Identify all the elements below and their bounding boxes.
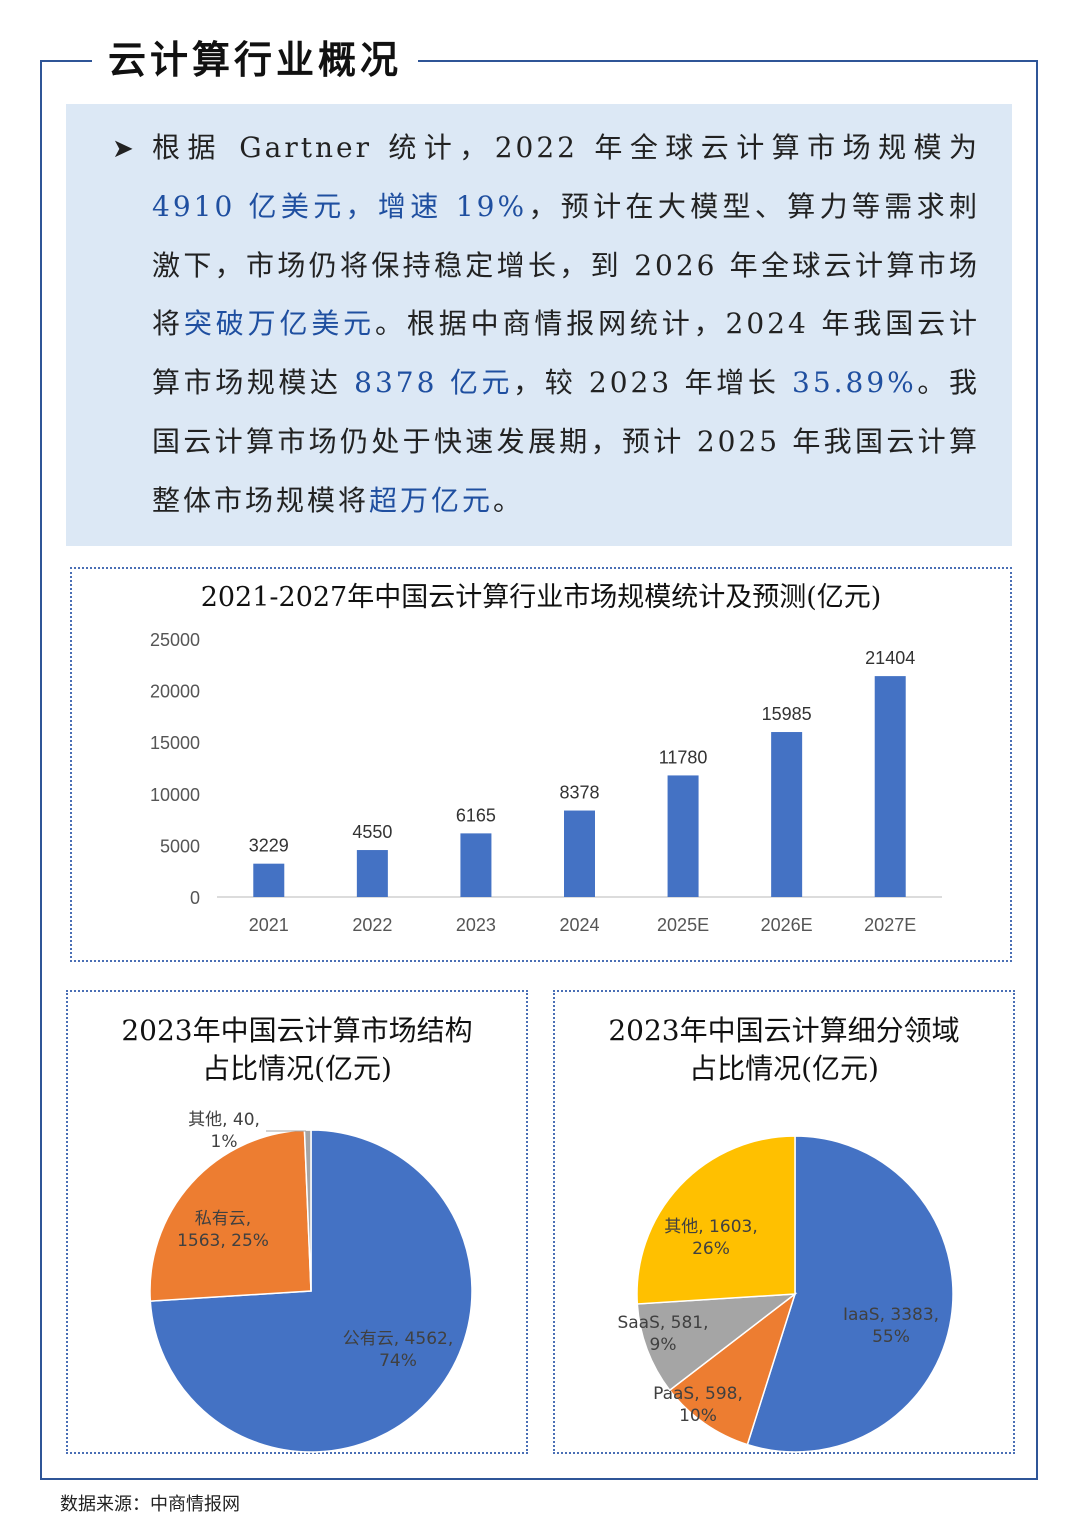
intro-text-segment: 。根据中商情报网统计，2024 年我国云计算市场规模达 — [152, 307, 980, 400]
pie-slice — [636, 1293, 798, 1392]
pie-chart-segment-title-line2: 占比情况(亿元) — [689, 1052, 879, 1085]
intro-highlight: 超万亿元 — [369, 483, 494, 517]
intro-box — [66, 104, 1012, 546]
pie-data-label: 1563, 25% — [177, 1231, 269, 1251]
y-tick-label: 20000 — [150, 682, 200, 702]
x-tick-label: 2021 — [249, 915, 289, 935]
pie-data-label: 26% — [692, 1239, 730, 1259]
bar-data-label: 21404 — [865, 648, 915, 668]
pie-slice — [636, 1135, 796, 1305]
pie-data-label: 74% — [379, 1351, 417, 1371]
y-tick-label: 0 — [190, 888, 200, 908]
x-tick-label: 2027E — [864, 915, 916, 935]
pie-slice — [746, 1135, 954, 1453]
intro-text-segment: 根据 Gartner 统计，2022 年全球云计算市场规模为 — [152, 131, 980, 164]
intro-highlight: 35.89% — [792, 366, 917, 400]
bar-data-label: 6165 — [456, 805, 496, 825]
intro-text-segment: 。我国云计算市场仍处于快速发展期，预计 2025 年我国云计算整体市场规模将 — [152, 366, 980, 517]
heading-wrap: 云计算行业概况 — [92, 34, 419, 86]
intro-text-segment: ，预计在大模型、算力等需求刺激下，市场仍将保持稳定增长，到 2026 年全球云计… — [152, 189, 980, 341]
bar-data-label: 4550 — [352, 822, 392, 842]
y-tick-label: 5000 — [160, 836, 200, 856]
intro-text-segment: 。 — [493, 483, 525, 517]
bar-chart: 0 5000 10000 15000 20000 25000 3229 2021 4550 202… — [150, 630, 942, 935]
page-title: 云计算行业概况 — [108, 37, 403, 82]
x-tick-label: 2022 — [352, 915, 392, 935]
pie-chart-segment: IaaS, 3383,55% PaaS, 598,10% SaaS, 581,9% 其… — [617, 1135, 954, 1453]
pie-chart-structure-panel: 2023年中国云计算市场结构 占比情况(亿元) 公有云, 4562, 74% 私有云… — [66, 990, 528, 1454]
x-tick-label: 2024 — [559, 915, 599, 935]
bar — [253, 863, 285, 897]
bar-data-label: 11780 — [659, 747, 708, 767]
bar — [874, 676, 906, 897]
pie-chart-structure-title-line2: 占比情况(亿元) — [202, 1052, 392, 1085]
bar — [356, 850, 388, 897]
x-tick-label: 2023 — [456, 915, 496, 935]
pie-chart-segment-title: 2023年中国云计算细分领域 占比情况(亿元) — [555, 1012, 1013, 1088]
x-tick-label: 2025E — [657, 915, 709, 935]
pie-data-label: 公有云, 4562, — [343, 1329, 453, 1349]
pie-data-label: IaaS, 3383, — [843, 1305, 939, 1325]
bar — [564, 810, 595, 897]
intro-highlight: 8378 亿元 — [354, 366, 514, 400]
pie-data-label: 1% — [211, 1132, 238, 1152]
bar-chart-title: 2021-2027年中国云计算行业市场规模统计及预测(亿元) — [200, 582, 882, 613]
pie-chart-structure-title: 2023年中国云计算市场结构 占比情况(亿元) — [68, 1012, 526, 1088]
pie-data-label: 私有云, — [195, 1209, 251, 1229]
pie-chart-segment-title-line1: 2023年中国云计算细分领域 — [608, 1014, 960, 1047]
pie-data-label: PaaS, 598, — [653, 1384, 743, 1404]
y-tick-label: 10000 — [150, 785, 200, 805]
pie-slice — [303, 1129, 312, 1292]
bar — [667, 775, 699, 897]
bar — [460, 833, 492, 897]
bullet-arrow-icon: ➤ — [112, 134, 134, 164]
bar-chart-panel: 2021-2027年中国云计算行业市场规模统计及预测(亿元) 0 5000 1000… — [70, 567, 1012, 962]
pie-chart-structure-title-line1: 2023年中国云计算市场结构 — [121, 1014, 473, 1047]
pie-data-label: 其他, 1603, — [664, 1217, 757, 1237]
pie-slice — [149, 1129, 312, 1302]
pie-data-label: 55% — [872, 1327, 910, 1347]
pie-data-label: 10% — [679, 1406, 717, 1426]
y-tick-label: 25000 — [150, 630, 200, 650]
bar-data-label: 15985 — [762, 704, 812, 724]
pie-data-label: 9% — [650, 1335, 677, 1355]
pie-data-label: 其他, 40, — [188, 1110, 260, 1130]
intro-highlight: 突破万亿美元 — [183, 307, 376, 341]
bar — [771, 732, 803, 897]
intro-paragraph: 根据 Gartner 统计，2022 年全球云计算市场规模为 4910 亿美元，… — [152, 119, 980, 531]
page-frame — [40, 60, 1038, 1480]
bar-data-label: 8378 — [559, 783, 599, 803]
x-tick-label: 2026E — [761, 915, 813, 935]
y-tick-label: 15000 — [150, 733, 200, 753]
pie-data-label: SaaS, 581, — [617, 1313, 708, 1333]
pie-slice — [668, 1291, 797, 1446]
data-source-note: 数据来源：中商情报网 — [60, 1494, 240, 1515]
pie-chart-segment-panel: 2023年中国云计算细分领域 占比情况(亿元) IaaS, 3383, 55% Pa… — [553, 990, 1015, 1454]
pie-chart-structure: 公有云, 4562,74% 私有云,1563, 25% 其他, 40,1% — [149, 1110, 473, 1453]
bar-data-label: 3229 — [249, 836, 289, 856]
intro-text-segment: ，较 2023 年增长 — [513, 366, 792, 400]
intro-highlight: 4910 亿美元，增速 19% — [152, 189, 528, 223]
